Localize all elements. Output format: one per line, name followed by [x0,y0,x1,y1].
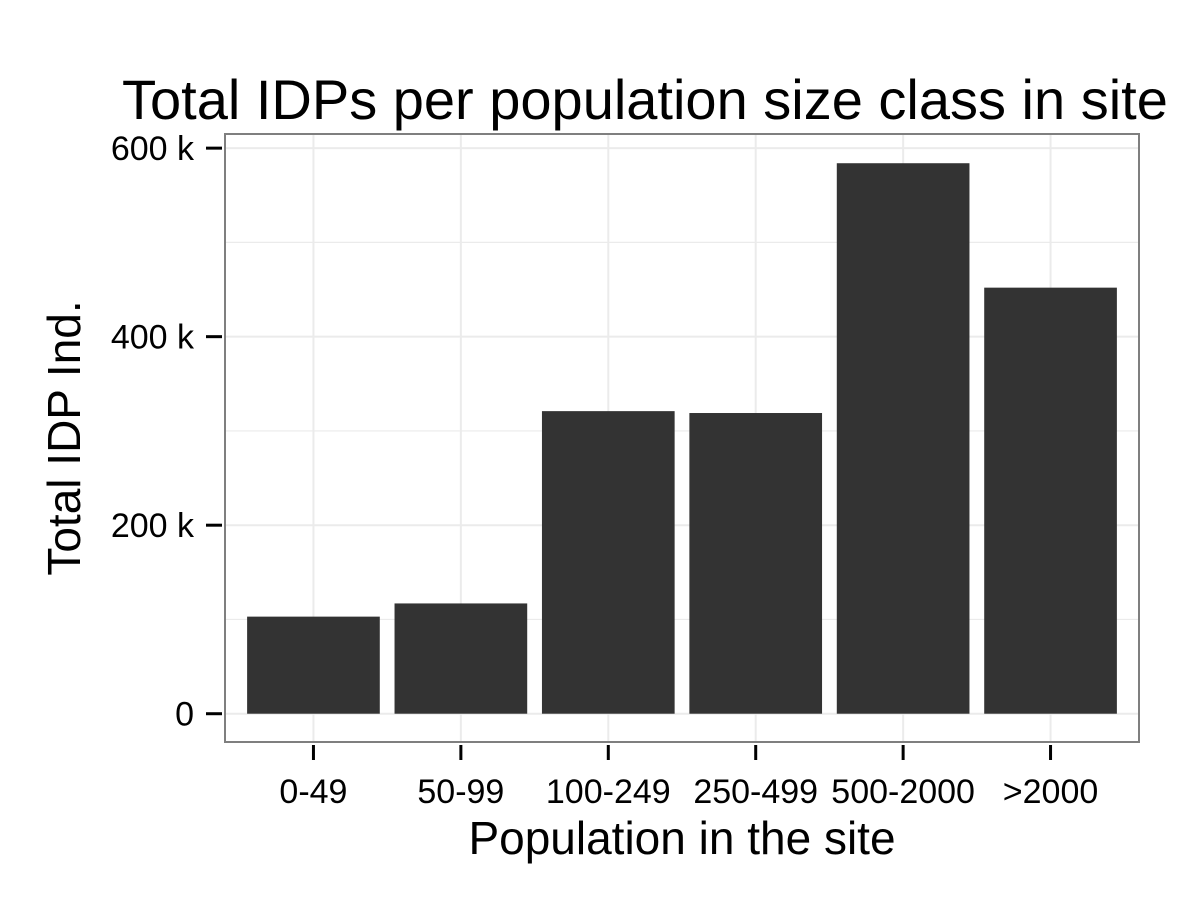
chart-title: Total IDPs per population size class in … [122,68,1168,131]
x-tick-label: 250-499 [693,773,818,811]
axes: 0 200 k 400 k 600 k 0-49 50-99 100-249 250-499 5… [111,130,1098,811]
x-tick-label: 100-249 [546,773,671,811]
x-axis-title: Population in the site [468,812,895,864]
bar-250-499 [689,413,823,714]
x-tick-label: >2000 [1003,773,1099,811]
plot-panel-border [224,133,1140,743]
x-tick-label: 0-49 [279,773,347,811]
bar->2000 [984,287,1117,714]
y-tick-label: 400 k [111,319,195,357]
y-tick-label: 200 k [111,507,195,545]
bar-100-249 [541,411,675,714]
x-tick-label: 500-2000 [831,773,975,811]
bar-500-2000 [836,163,970,714]
bars [247,163,1117,714]
y-tick-label: 600 k [111,130,195,168]
bar-0-49 [247,616,380,714]
y-tick-label: 0 [175,696,194,734]
bar-50-99 [394,603,528,714]
y-axis-title: Total IDP Ind. [38,300,90,575]
x-tick-label: 50-99 [417,773,504,811]
